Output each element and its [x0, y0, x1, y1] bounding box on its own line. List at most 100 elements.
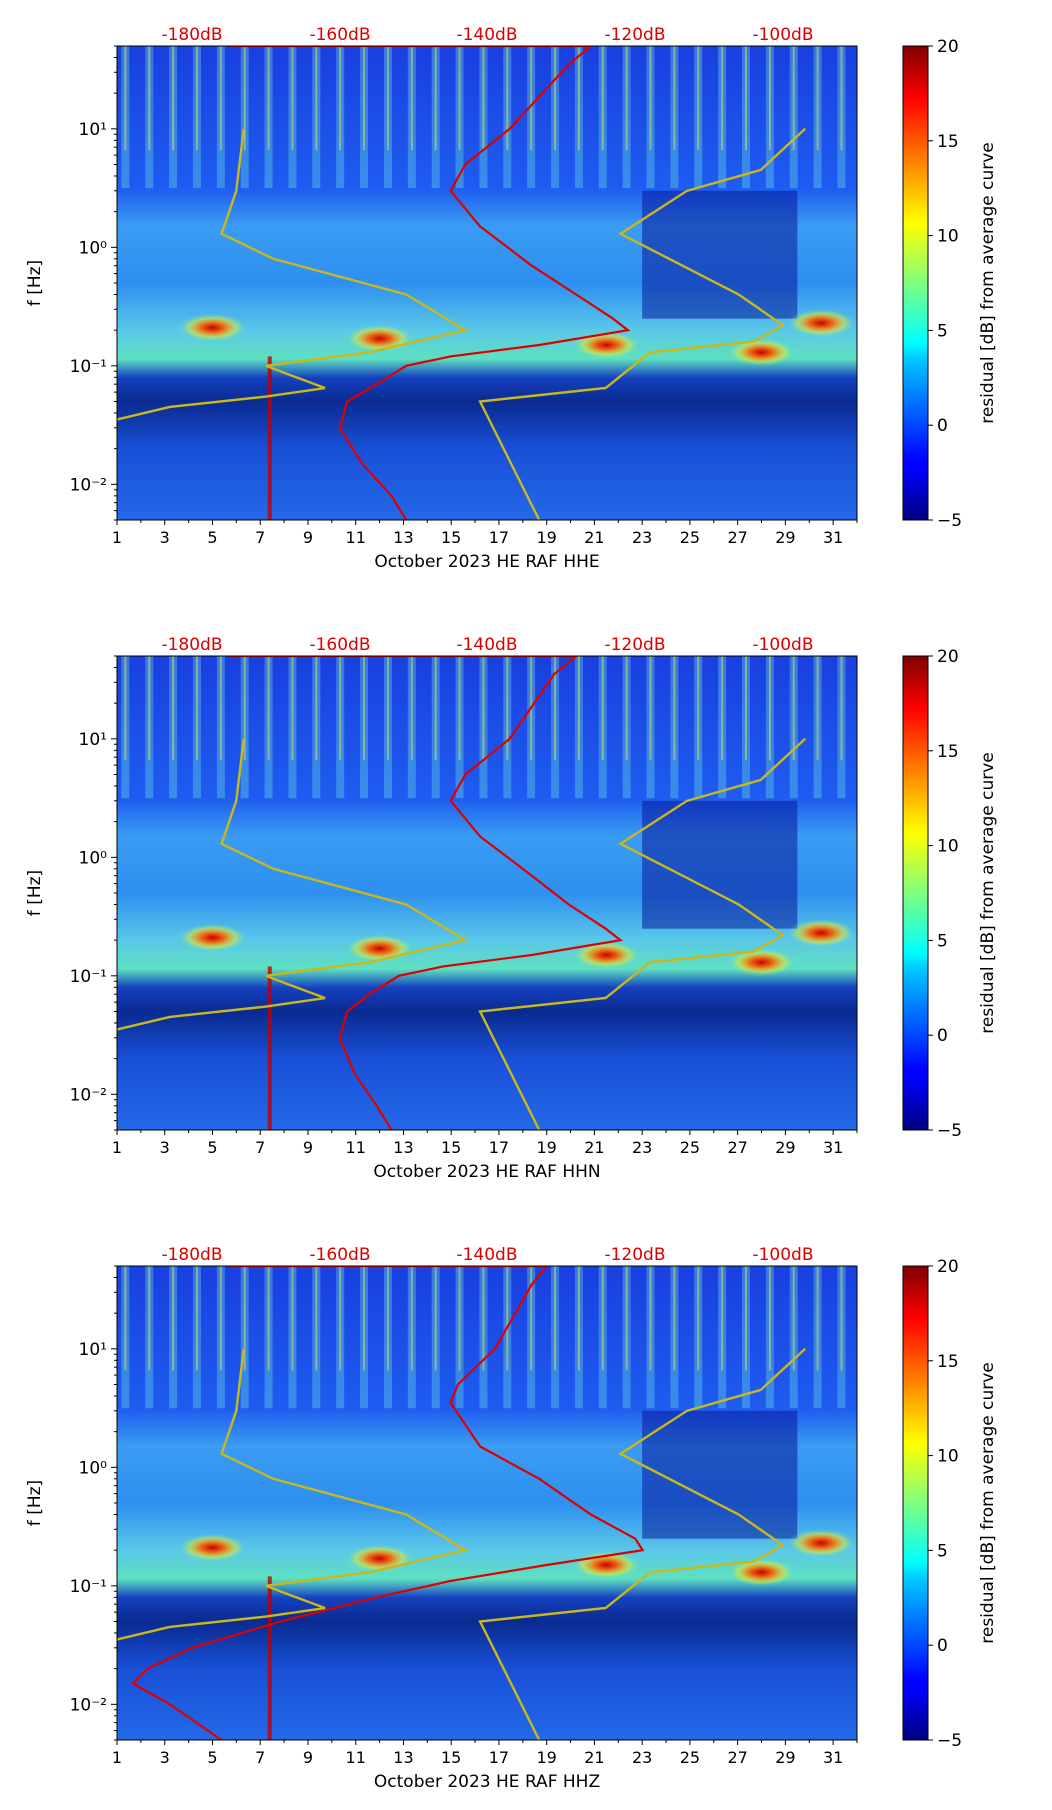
x-tick-label: 3 — [160, 1748, 170, 1767]
spectrogram-image — [117, 1266, 857, 1740]
daily-streak — [551, 656, 560, 799]
yellow-high-noise-curve — [478, 127, 807, 520]
daily-streak-core — [506, 46, 509, 151]
red-average-curve — [131, 1266, 645, 1740]
daily-streak — [312, 656, 321, 799]
daily-streak-core — [482, 1266, 485, 1371]
x-tick-label: 17 — [489, 528, 509, 547]
x-tick-label: 5 — [207, 1138, 217, 1157]
daily-streak-core — [410, 46, 413, 151]
x-tick-label: 15 — [441, 1748, 461, 1767]
colorbar-tick-label: 20 — [937, 647, 959, 667]
daily-streak — [240, 656, 249, 799]
daily-streak — [765, 1266, 774, 1409]
daily-streak — [574, 46, 583, 189]
colorbar-tick-label: 10 — [937, 227, 959, 247]
daily-streak — [121, 1266, 130, 1409]
daily-streak-core — [291, 46, 294, 151]
top-db-label: -140dB — [456, 635, 517, 655]
colorbar-tick-label: 15 — [937, 132, 959, 152]
daily-streak — [145, 656, 154, 799]
daily-streak-core — [601, 1266, 604, 1371]
colorbar-tick-label: 20 — [937, 1257, 959, 1277]
x-tick-label: 17 — [489, 1138, 509, 1157]
daily-streak-core — [721, 656, 724, 761]
daily-streak — [383, 46, 392, 189]
x-tick-label: 3 — [160, 1138, 170, 1157]
daily-streak — [622, 656, 631, 799]
microseism-blob — [572, 940, 641, 969]
daily-streak-core — [291, 1266, 294, 1371]
x-tick-label: 15 — [441, 528, 461, 547]
daily-streak — [503, 1266, 512, 1409]
daily-streak — [192, 656, 201, 799]
x-tick-label: 19 — [536, 528, 556, 547]
daily-streak-core — [649, 1266, 652, 1371]
y-axis-label: f [Hz] — [25, 870, 45, 916]
daily-streak — [431, 46, 440, 189]
daily-streak-core — [291, 656, 294, 761]
x-tick-label: 3 — [160, 528, 170, 547]
daily-streak — [503, 46, 512, 189]
daily-streak-core — [601, 46, 604, 151]
daily-streak — [646, 656, 655, 799]
daily-streak — [383, 1266, 392, 1409]
daily-streak-core — [386, 656, 389, 761]
x-tick-label: 23 — [632, 1138, 652, 1157]
x-tick-label: 21 — [584, 528, 604, 547]
y-tick-label: 10¹ — [79, 1340, 107, 1360]
colorbar-tick-label: −5 — [937, 1121, 962, 1141]
daily-streak-core — [148, 46, 151, 151]
x-tick-label: 31 — [823, 1138, 843, 1157]
colorbar-tick-label: 0 — [937, 1636, 948, 1656]
colorbar — [902, 655, 929, 1131]
microseism-blob — [727, 948, 796, 977]
x-axis-label: October 2023 HE RAF HHN — [373, 1162, 600, 1182]
daily-streak — [551, 1266, 560, 1409]
x-tick-label: 13 — [393, 1138, 413, 1157]
daily-streak — [789, 1266, 798, 1409]
daily-streak-core — [768, 46, 771, 151]
daily-streak — [765, 656, 774, 799]
daily-streak-core — [673, 656, 676, 761]
daily-streak — [479, 46, 488, 189]
daily-streak-core — [458, 656, 461, 761]
microseism-blob — [572, 330, 641, 359]
daily-streak — [742, 46, 750, 189]
event-streak — [267, 356, 272, 520]
daily-streak-core — [673, 46, 676, 151]
colorbar-tick-label: 0 — [937, 1026, 948, 1046]
daily-streak-core — [315, 46, 318, 151]
top-db-label: -100dB — [752, 25, 813, 45]
top-db-label: -140dB — [456, 1245, 517, 1265]
yellow-low-noise-curve — [117, 738, 469, 1031]
daily-streak — [598, 46, 607, 189]
daily-streak-core — [363, 1266, 366, 1371]
daily-streak-core — [530, 1266, 533, 1371]
daily-streak — [288, 46, 297, 189]
x-tick-label: 11 — [346, 528, 366, 547]
daily-streak-core — [673, 1266, 676, 1371]
daily-streak-core — [386, 46, 389, 151]
microseism-blob — [727, 1558, 796, 1587]
daily-streak-core — [124, 1266, 127, 1371]
daily-streak — [527, 46, 536, 189]
x-tick-label: 13 — [393, 1748, 413, 1767]
daily-streak — [742, 656, 750, 799]
x-tick-label: 27 — [727, 528, 747, 547]
daily-streak-core — [458, 46, 461, 151]
daily-streak-core — [697, 1266, 700, 1371]
top-db-label: -180dB — [161, 1245, 222, 1265]
daily-streak-core — [649, 46, 652, 151]
y-tick-label: 10⁻¹ — [70, 1577, 107, 1597]
daily-streak — [598, 656, 607, 799]
daily-streak — [431, 656, 440, 799]
daily-streak-core — [816, 656, 819, 761]
colorbar-tick-label: 5 — [937, 321, 948, 341]
y-tick-label: 10⁰ — [79, 848, 108, 868]
x-tick-label: 17 — [489, 1748, 509, 1767]
daily-streak-core — [434, 46, 437, 151]
daily-streak — [336, 46, 345, 189]
daily-streak — [646, 1266, 655, 1409]
top-db-label: -120dB — [604, 1245, 665, 1265]
